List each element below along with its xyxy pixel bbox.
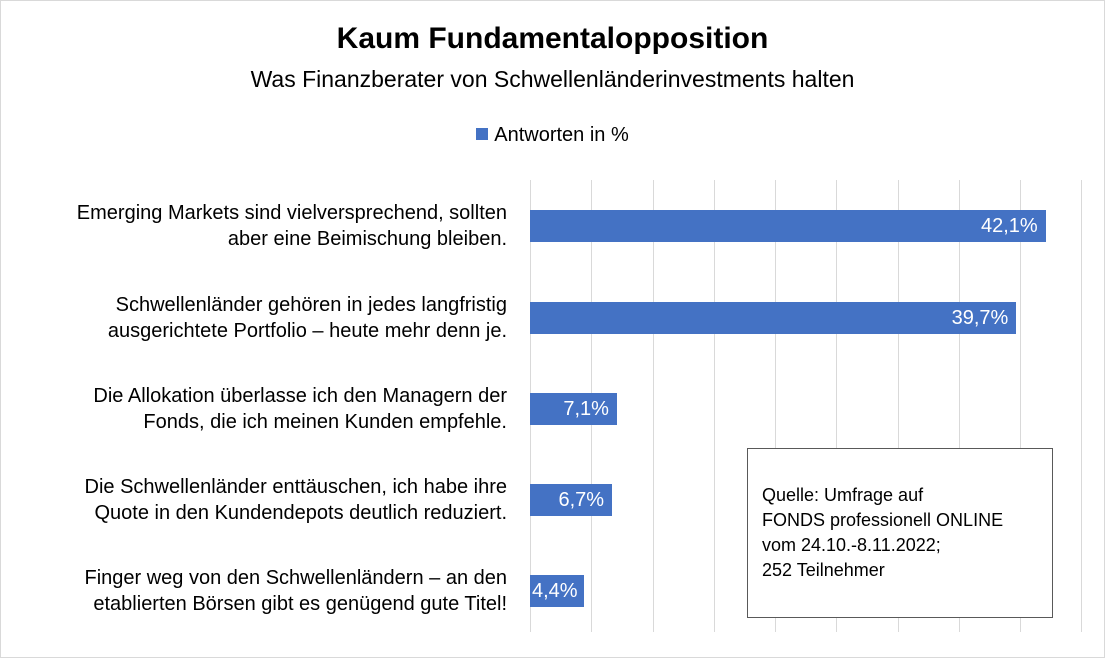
legend-swatch (476, 128, 489, 140)
data-label: 4,4% (532, 580, 578, 602)
category-label: Emerging Markets sind vielversprechend, … (76, 202, 507, 250)
bar (530, 575, 584, 607)
category-label: Die Allokation überlasse ich den Manager… (93, 385, 507, 433)
data-label: 6,7% (558, 489, 605, 511)
category-label: Schwellenländer gehören in jedes langfri… (107, 294, 507, 342)
source-note: Quelle: Umfrage auf FONDS professionell … (762, 485, 1004, 580)
bar (530, 210, 1046, 242)
gridline (714, 180, 715, 632)
gridline (836, 180, 837, 632)
gridline (959, 180, 960, 632)
gridline (1081, 180, 1082, 632)
gridline (898, 180, 899, 632)
category-label: Die Schwellenländer enttäuschen, ich hab… (84, 476, 508, 524)
bar (530, 302, 1017, 334)
bar (530, 393, 617, 425)
chart-title: Kaum Fundamentalopposition (336, 22, 769, 55)
source-box: Quelle: Umfrage auf FONDS professionell … (747, 448, 1053, 618)
data-label: 39,7% (951, 307, 1009, 329)
data-label: 42,1% (981, 215, 1038, 237)
legend-label: Antworten in % (494, 124, 629, 146)
chart-subtitle: Was Finanzberater von Schwellenländerinv… (250, 66, 855, 92)
gridline (653, 180, 654, 632)
category-label: Finger weg von den Schwellenländern – an… (84, 567, 507, 615)
gridline (1020, 180, 1021, 632)
gridline (775, 180, 776, 632)
data-label: 7,1% (563, 398, 609, 420)
chart-legend: Antworten in % (0, 124, 1105, 147)
bar (530, 484, 613, 516)
